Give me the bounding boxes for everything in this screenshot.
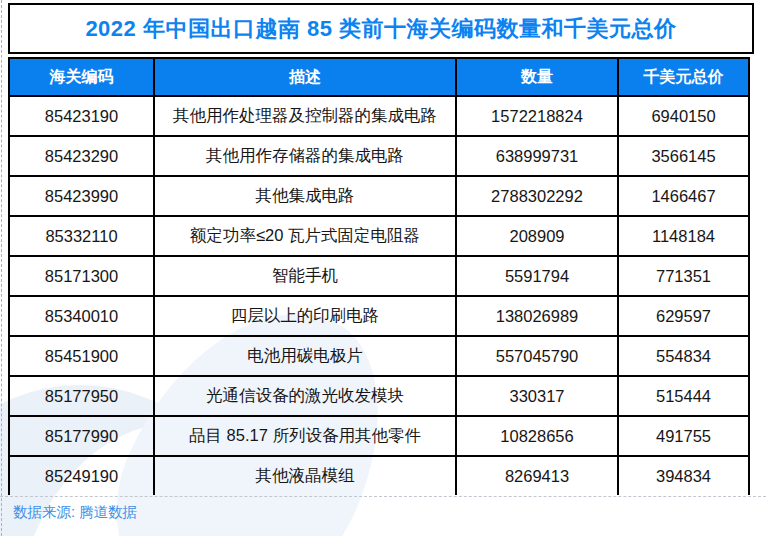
cell-description: 品目 85.17 所列设备用其他零件 (154, 416, 456, 456)
table-row: 85423290 其他用作存储器的集成电路 638999731 3566145 (9, 136, 749, 176)
cell-hs-code: 85423190 (9, 96, 154, 136)
table-row: 85171300 智能手机 5591794 771351 (9, 256, 749, 296)
cell-quantity: 10828656 (456, 416, 618, 456)
table-row: 85177950 光通信设备的激光收发模块 330317 515444 (9, 376, 749, 416)
column-header-total-value: 千美元总价 (618, 58, 749, 96)
cell-hs-code: 85177990 (9, 416, 154, 456)
cell-quantity: 557045790 (456, 336, 618, 376)
cell-hs-code: 85451900 (9, 336, 154, 376)
table-row: 85423190 其他用作处理器及控制器的集成电路 1572218824 694… (9, 96, 749, 136)
column-header-description: 描述 (154, 58, 456, 96)
cell-hs-code: 85423990 (9, 176, 154, 216)
cell-total-value: 394834 (618, 456, 749, 495)
table-row: 85340010 四层以上的印刷电路 138026989 629597 (9, 296, 749, 336)
cell-hs-code: 85340010 (9, 296, 154, 336)
cell-hs-code: 85177950 (9, 376, 154, 416)
cell-description: 光通信设备的激光收发模块 (154, 376, 456, 416)
cell-quantity: 5591794 (456, 256, 618, 296)
cell-quantity: 638999731 (456, 136, 618, 176)
cell-total-value: 6940150 (618, 96, 749, 136)
cell-hs-code: 85249190 (9, 456, 154, 495)
cell-total-value: 3566145 (618, 136, 749, 176)
cell-description: 其他液晶模组 (154, 456, 456, 495)
cell-description: 电池用碳电极片 (154, 336, 456, 376)
page-dashed-border-left (1, 0, 2, 536)
cell-total-value: 771351 (618, 256, 749, 296)
cell-description: 其他集成电路 (154, 176, 456, 216)
cell-description: 四层以上的印刷电路 (154, 296, 456, 336)
table-row: 85177990 品目 85.17 所列设备用其他零件 10828656 491… (9, 416, 749, 456)
table-row: 85423990 其他集成电路 2788302292 1466467 (9, 176, 749, 216)
cell-quantity: 1572218824 (456, 96, 618, 136)
cell-description: 额定功率≤20 瓦片式固定电阻器 (154, 216, 456, 256)
customs-data-table: 海关编码 描述 数量 千美元总价 85423190 其他用作处理器及控制器的集成… (8, 57, 750, 495)
cell-description: 其他用作存储器的集成电路 (154, 136, 456, 176)
cell-total-value: 491755 (618, 416, 749, 456)
page-title: 2022 年中国出口越南 85 类前十海关编码数量和千美元总价 (85, 14, 676, 44)
table-row: 85332110 额定功率≤20 瓦片式固定电阻器 208909 1148184 (9, 216, 749, 256)
cell-hs-code: 85423290 (9, 136, 154, 176)
table-row: 85451900 电池用碳电极片 557045790 554834 (9, 336, 749, 376)
cell-quantity: 8269413 (456, 456, 618, 495)
table-bottom-dashed-line (0, 496, 766, 497)
cell-quantity: 208909 (456, 216, 618, 256)
cell-total-value: 554834 (618, 336, 749, 376)
cell-total-value: 1148184 (618, 216, 749, 256)
column-header-quantity: 数量 (456, 58, 618, 96)
cell-description: 其他用作处理器及控制器的集成电路 (154, 96, 456, 136)
cell-quantity: 138026989 (456, 296, 618, 336)
column-header-hs-code: 海关编码 (9, 58, 154, 96)
cell-hs-code: 85171300 (9, 256, 154, 296)
cell-total-value: 629597 (618, 296, 749, 336)
cell-total-value: 1466467 (618, 176, 749, 216)
header-row: 海关编码 描述 数量 千美元总价 (9, 58, 749, 96)
cell-quantity: 330317 (456, 376, 618, 416)
data-source-note: 数据来源: 腾道数据 (13, 503, 137, 522)
cell-hs-code: 85332110 (9, 216, 154, 256)
cell-description: 智能手机 (154, 256, 456, 296)
table-title-box: 2022 年中国出口越南 85 类前十海关编码数量和千美元总价 (8, 3, 754, 54)
cell-total-value: 515444 (618, 376, 749, 416)
table-row: 85249190 其他液晶模组 8269413 394834 (9, 456, 749, 495)
cell-quantity: 2788302292 (456, 176, 618, 216)
